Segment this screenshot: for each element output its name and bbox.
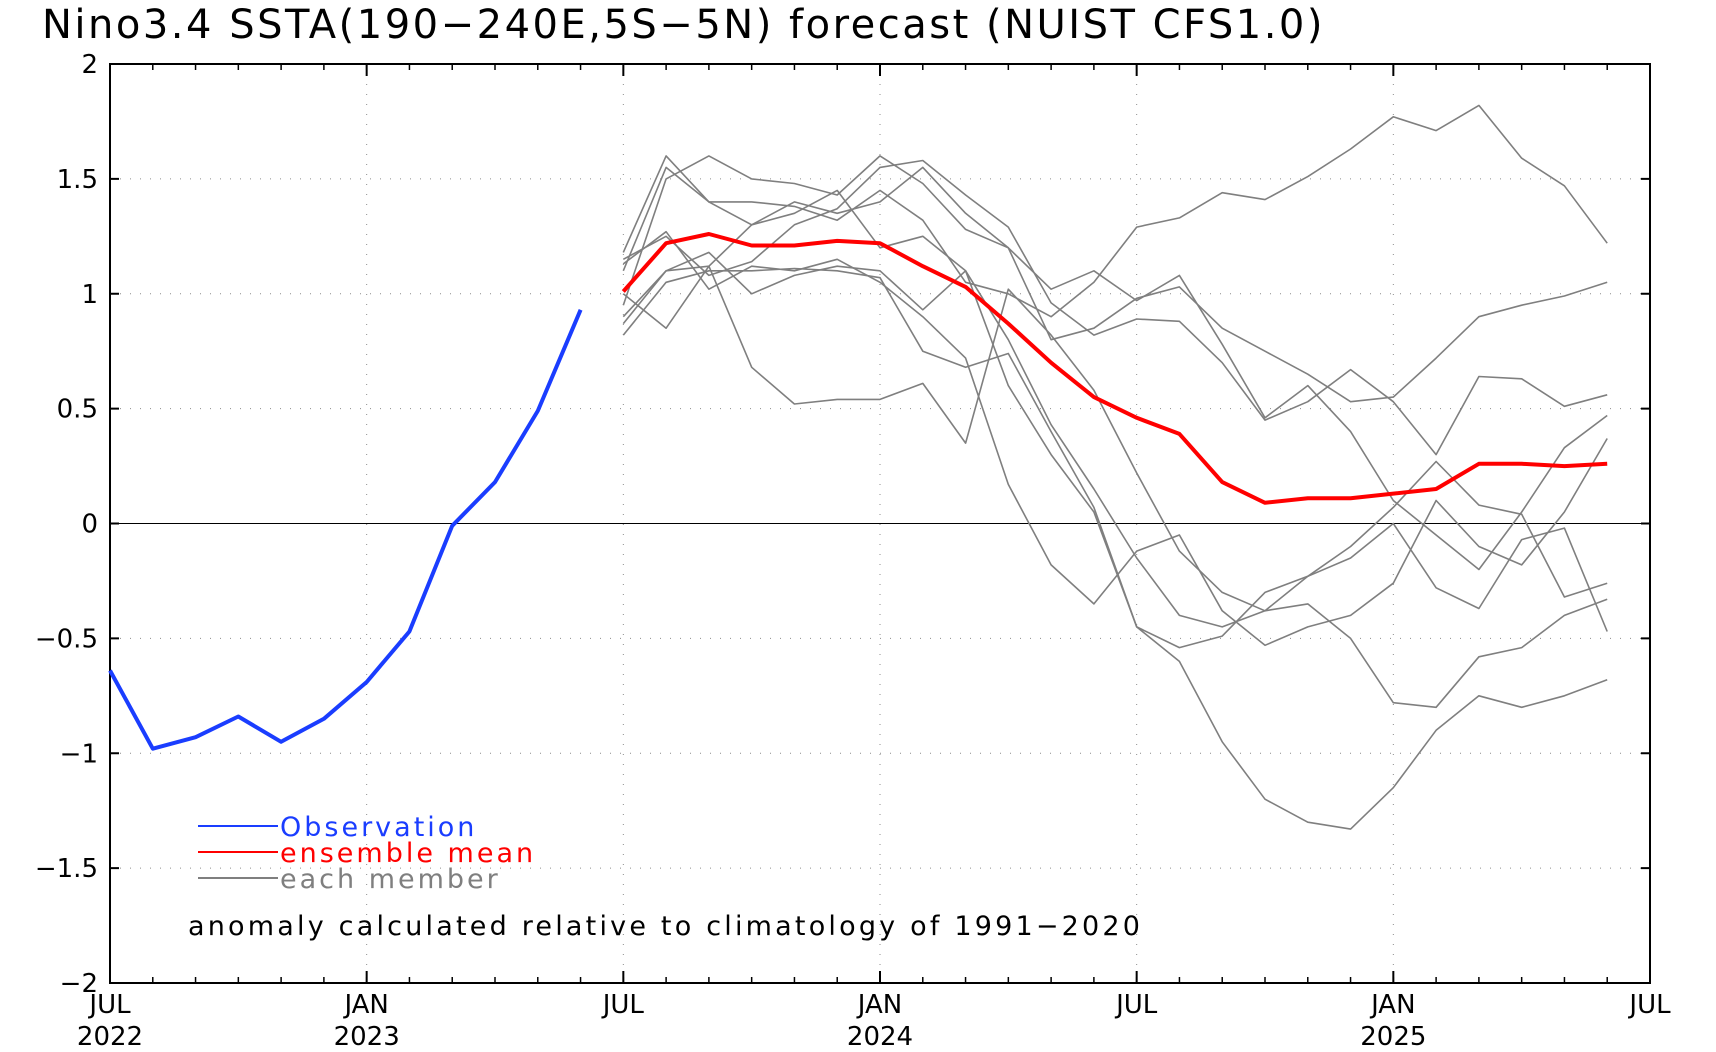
observation-line	[108, 309, 583, 751]
member-line	[622, 166, 1608, 571]
member-line	[622, 230, 1608, 647]
x-tick-month-label: JAN	[1369, 990, 1415, 1020]
x-tick-month-label: JUL	[1627, 990, 1671, 1020]
x-tick-month-label: JUL	[87, 990, 131, 1020]
member-line	[622, 265, 1608, 612]
y-tick-label: −2	[60, 969, 98, 999]
x-tick-month-label: JAN	[342, 990, 388, 1020]
y-tick-label: 0.5	[57, 395, 98, 425]
legend-observation-label: Observation	[280, 812, 477, 843]
y-tick-label: −1	[60, 739, 98, 769]
ensemble-mean-line	[621, 232, 1608, 505]
y-tick-label: 1	[81, 280, 98, 310]
x-tick-year-label: 2022	[77, 1022, 143, 1052]
x-tick-month-label: JUL	[1114, 990, 1158, 1020]
x-tick-year-label: 2024	[847, 1022, 913, 1052]
x-tick-month-label: JUL	[601, 990, 645, 1020]
member-line	[622, 159, 1608, 456]
y-tick-label: 2	[81, 50, 98, 80]
chart-title: Nino3.4 SSTA(190−240E,5S−5N) forecast (N…	[42, 2, 1325, 48]
member-line	[622, 155, 1608, 403]
series-lines	[108, 104, 1608, 830]
y-tick-label: −0.5	[35, 624, 98, 654]
legend-ensemble-mean-label: ensemble mean	[280, 838, 536, 869]
x-tick-month-label: JAN	[856, 990, 902, 1020]
x-tick-year-label: 2025	[1360, 1022, 1426, 1052]
member-line	[622, 267, 1608, 649]
x-tick-year-label: 2023	[334, 1022, 400, 1052]
climatology-note: anomaly calculated relative to climatolo…	[188, 911, 1143, 942]
y-tick-label: 1.5	[57, 165, 98, 195]
y-tick-label: −1.5	[35, 854, 98, 884]
member-line	[622, 166, 1608, 709]
y-tick-label: 0	[81, 510, 98, 540]
legend-each-member-label: each member	[280, 864, 501, 895]
member-line	[622, 251, 1608, 830]
